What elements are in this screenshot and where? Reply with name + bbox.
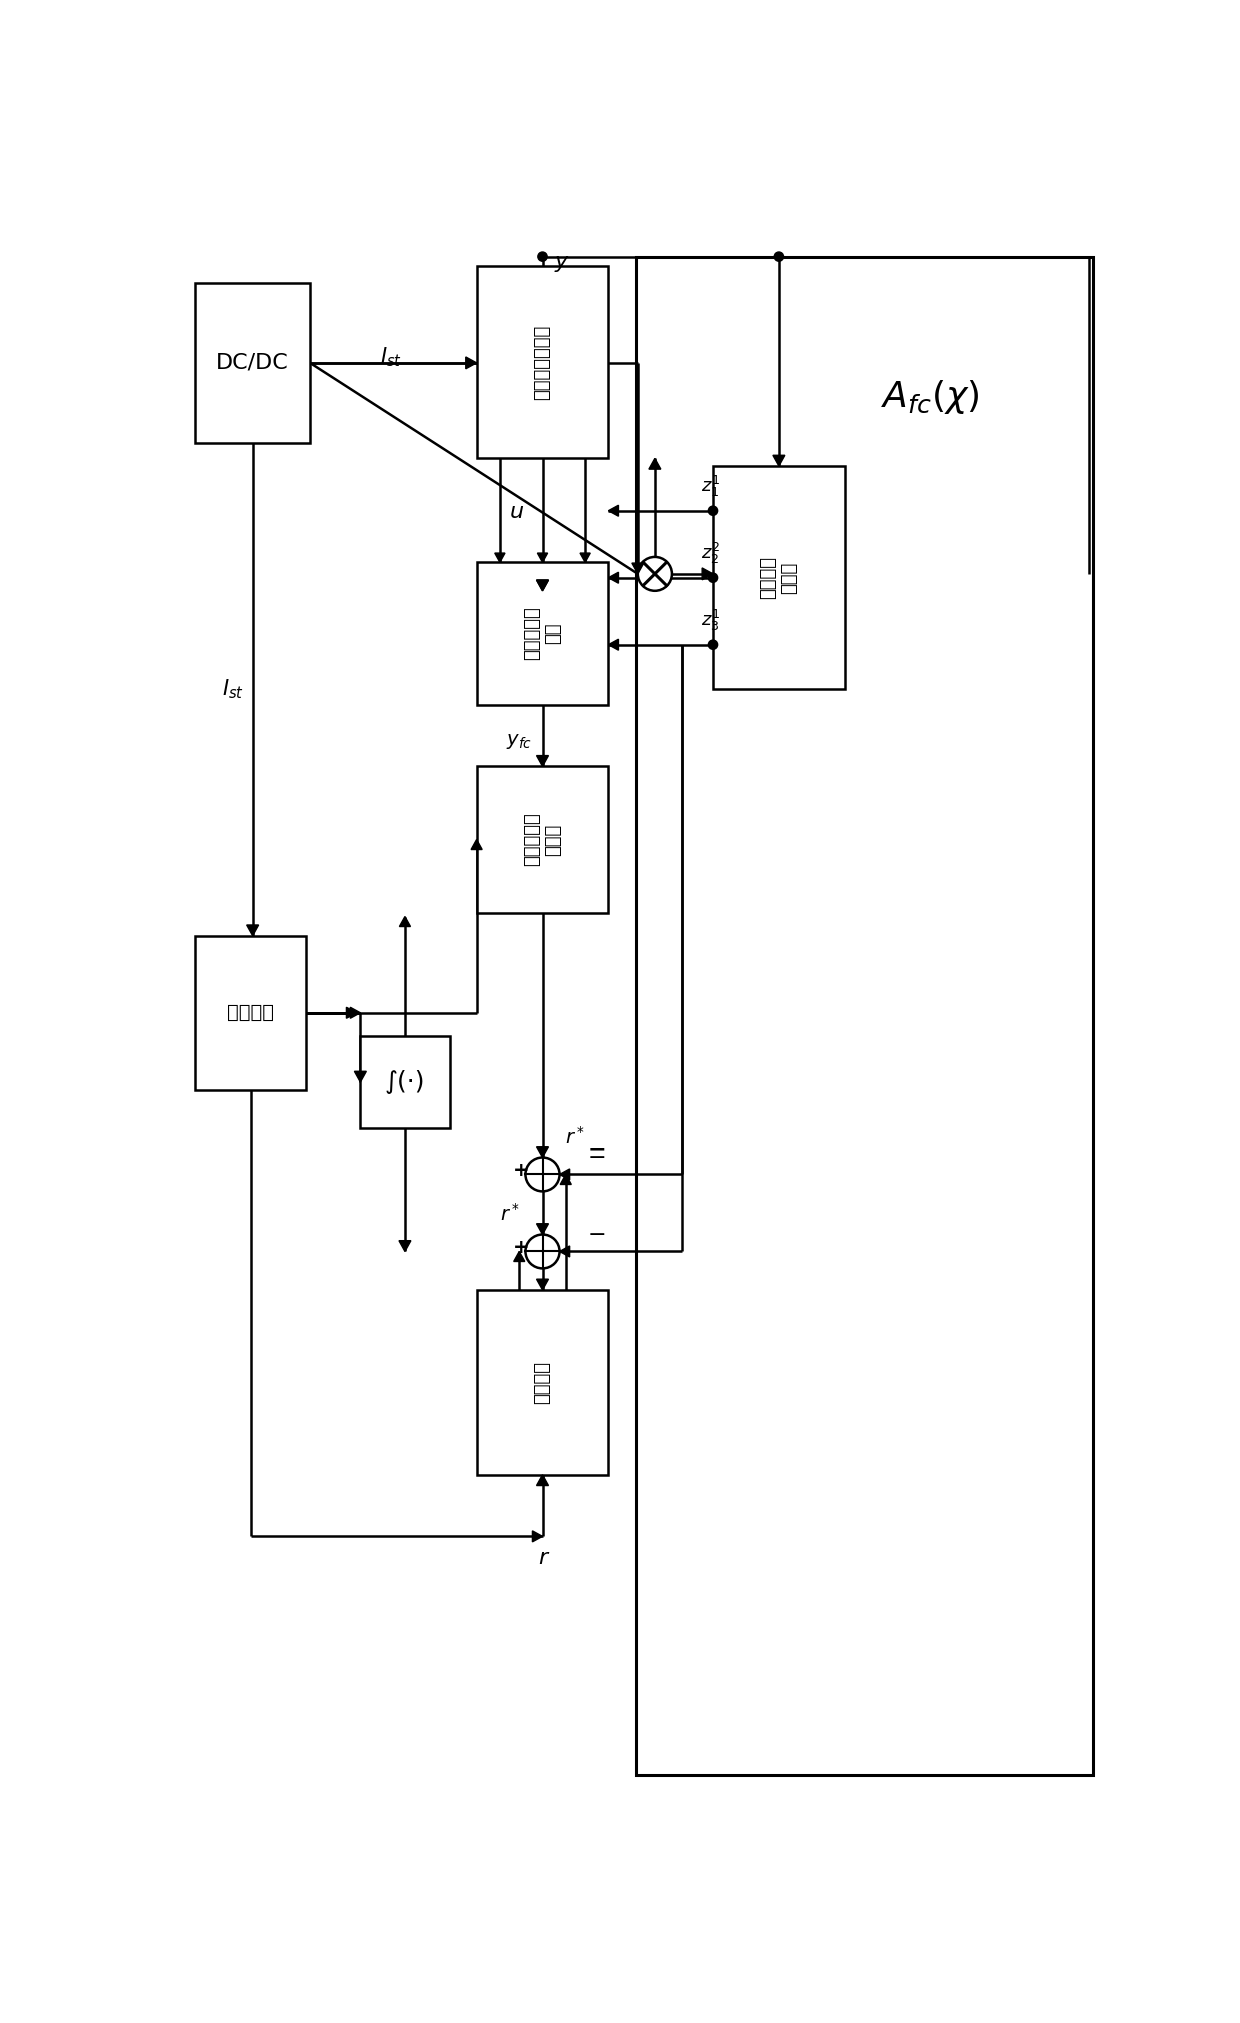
Text: $z_3^1$: $z_3^1$ xyxy=(702,609,720,633)
Polygon shape xyxy=(532,1531,543,1542)
Text: $z_2^2$: $z_2^2$ xyxy=(702,540,720,566)
Circle shape xyxy=(774,253,784,261)
Text: $r^*$: $r^*$ xyxy=(565,1125,585,1147)
Polygon shape xyxy=(495,552,505,562)
Bar xyxy=(713,465,844,690)
Text: +: + xyxy=(512,1161,529,1179)
Text: $y_{fc}$: $y_{fc}$ xyxy=(506,732,532,751)
Bar xyxy=(476,265,609,459)
Bar xyxy=(476,562,609,704)
Polygon shape xyxy=(399,916,410,927)
Text: DC/DC: DC/DC xyxy=(216,352,289,372)
Text: 非线性反馈
变换: 非线性反馈 变换 xyxy=(523,607,562,659)
Circle shape xyxy=(708,506,718,516)
Text: $I_{st}$: $I_{st}$ xyxy=(222,678,243,702)
Polygon shape xyxy=(632,562,644,575)
Circle shape xyxy=(708,573,718,583)
Text: r: r xyxy=(538,1548,547,1568)
Polygon shape xyxy=(537,1475,548,1485)
Text: $A_{fc}(\chi)$: $A_{fc}(\chi)$ xyxy=(880,378,980,417)
Text: ∫(·): ∫(·) xyxy=(384,1070,425,1094)
Text: u: u xyxy=(510,502,525,522)
Text: 误差反馈控
制规律: 误差反馈控 制规律 xyxy=(523,813,562,866)
Text: 参考整形: 参考整形 xyxy=(533,1361,552,1404)
Polygon shape xyxy=(537,552,548,562)
Bar xyxy=(361,1036,449,1129)
Polygon shape xyxy=(559,1169,569,1179)
Polygon shape xyxy=(773,455,785,465)
Text: $r^*$: $r^*$ xyxy=(500,1202,520,1224)
Polygon shape xyxy=(346,1007,357,1018)
Circle shape xyxy=(538,253,547,261)
Text: −: − xyxy=(588,1147,606,1167)
Circle shape xyxy=(637,556,672,591)
Polygon shape xyxy=(471,840,482,850)
Bar xyxy=(196,937,306,1090)
Polygon shape xyxy=(466,356,476,368)
Polygon shape xyxy=(649,459,661,469)
Polygon shape xyxy=(609,639,619,649)
Text: 参考信号: 参考信号 xyxy=(227,1003,274,1022)
Polygon shape xyxy=(355,1072,366,1082)
Text: 空气供给子系统: 空气供给子系统 xyxy=(533,324,552,401)
Text: $I_{st}$: $I_{st}$ xyxy=(381,344,402,368)
Polygon shape xyxy=(513,1252,525,1262)
Polygon shape xyxy=(247,925,259,937)
Polygon shape xyxy=(560,1175,572,1185)
Bar xyxy=(635,257,1092,1774)
Text: y: y xyxy=(554,253,567,271)
Text: −: − xyxy=(588,1139,606,1159)
Polygon shape xyxy=(580,552,590,562)
Polygon shape xyxy=(537,755,548,767)
Polygon shape xyxy=(537,1224,548,1234)
Text: 扩张状态
观测器: 扩张状态 观测器 xyxy=(759,556,799,599)
Polygon shape xyxy=(351,1007,361,1018)
Polygon shape xyxy=(559,1246,569,1256)
Polygon shape xyxy=(609,573,619,583)
Circle shape xyxy=(708,639,718,649)
Bar xyxy=(196,283,310,443)
Bar xyxy=(476,1291,609,1475)
Polygon shape xyxy=(399,1240,410,1252)
Polygon shape xyxy=(537,1279,548,1291)
Text: +: + xyxy=(512,1238,529,1256)
Text: −: − xyxy=(588,1224,606,1244)
Polygon shape xyxy=(537,581,548,591)
Text: $z_1^1$: $z_1^1$ xyxy=(702,473,720,500)
Bar xyxy=(476,767,609,912)
Polygon shape xyxy=(702,568,713,581)
Polygon shape xyxy=(537,581,548,591)
Polygon shape xyxy=(537,1147,548,1157)
Polygon shape xyxy=(609,506,619,516)
